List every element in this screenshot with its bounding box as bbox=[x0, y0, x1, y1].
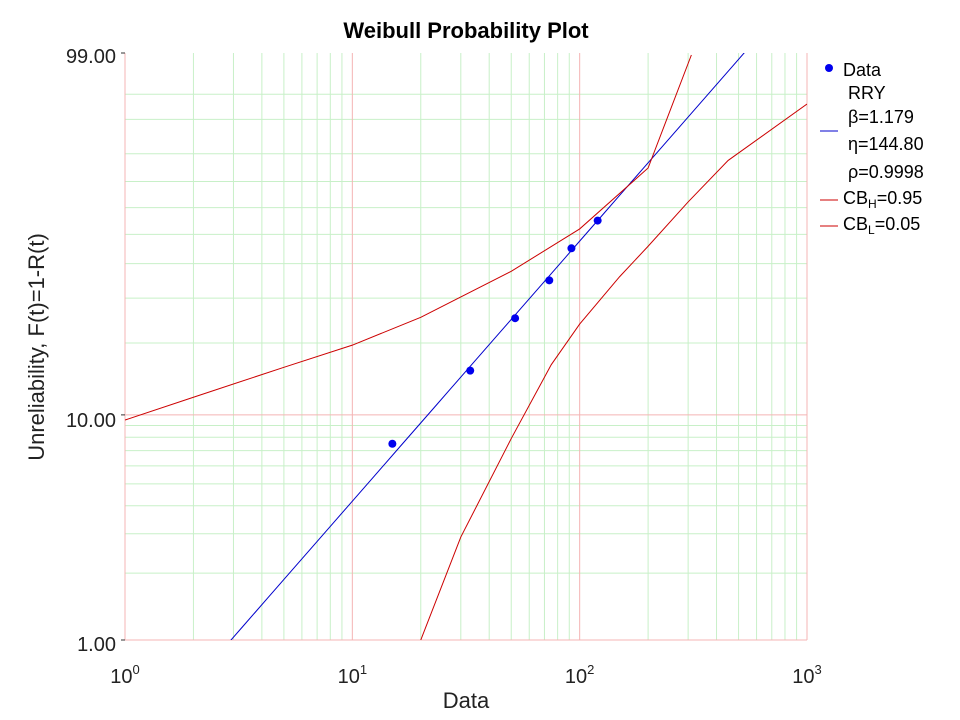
x-tick-label: 103 bbox=[792, 662, 821, 688]
grid bbox=[124, 53, 808, 641]
chart-title: Weibull Probability Plot bbox=[343, 18, 589, 43]
x-tick-label: 101 bbox=[338, 662, 367, 688]
x-axis-label: Data bbox=[443, 688, 490, 713]
lower-confidence-bound bbox=[420, 103, 807, 640]
axes: 100 101 102 103 bbox=[110, 52, 822, 688]
data-point bbox=[511, 314, 520, 323]
legend-fit-label: RRY bbox=[848, 83, 886, 103]
legend-beta: β=1.179 bbox=[848, 107, 914, 127]
legend-data-label: Data bbox=[843, 60, 882, 80]
y-tick-label: 10.00 bbox=[66, 410, 116, 432]
legend-rho: ρ=0.9998 bbox=[848, 162, 924, 182]
x-tick-label: 102 bbox=[565, 662, 594, 688]
y-tick-label: 99.00 bbox=[66, 46, 116, 68]
legend-cbl: CBL=0.05 bbox=[843, 214, 920, 237]
legend: Data RRY β=1.179 η=144.80 ρ=0.9998 CBH=0… bbox=[820, 60, 924, 237]
data-point bbox=[388, 439, 397, 448]
y-axis-label: Unreliability, F(t)=1-R(t) bbox=[24, 233, 49, 461]
plot-series bbox=[125, 53, 807, 640]
data-point bbox=[545, 276, 554, 285]
legend-cbh: CBH=0.95 bbox=[843, 188, 922, 211]
data-point bbox=[593, 216, 602, 225]
data-point bbox=[466, 366, 475, 375]
upper-confidence-bound bbox=[125, 54, 692, 421]
legend-data-marker bbox=[825, 64, 833, 72]
x-tick-label: 100 bbox=[110, 662, 139, 688]
fit-line bbox=[230, 53, 745, 640]
legend-eta: η=144.80 bbox=[848, 134, 924, 154]
data-point bbox=[567, 244, 576, 253]
y-tick-label: 1.00 bbox=[77, 634, 116, 656]
